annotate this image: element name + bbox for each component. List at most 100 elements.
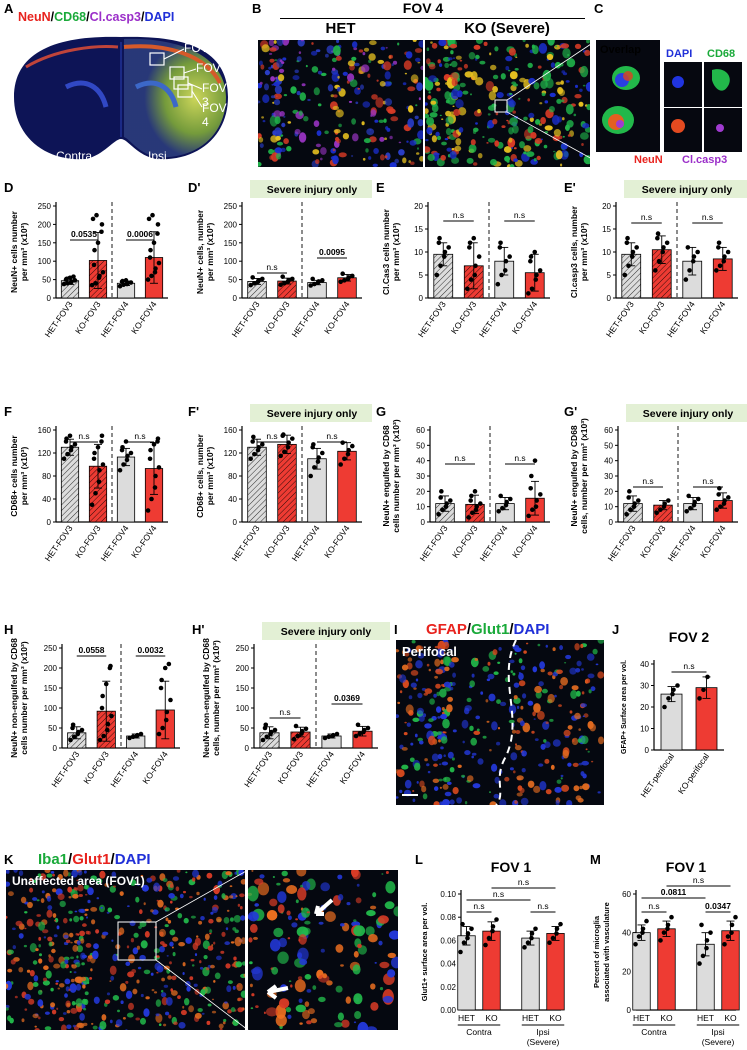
cell-mark [273, 99, 281, 106]
bar [660, 693, 683, 751]
panel-letter-a: A [4, 1, 14, 16]
cell-mark [90, 875, 97, 881]
data-point [164, 709, 170, 715]
cell-mark [315, 143, 321, 148]
x-tick-label: KO [660, 1013, 673, 1023]
cell-mark [473, 127, 479, 132]
cell-mark [113, 885, 116, 888]
cell-mark [234, 929, 239, 933]
cell-mark [192, 877, 196, 882]
cell-mark [562, 749, 569, 759]
cell-mark [232, 985, 236, 990]
y-tick-label: 0 [233, 518, 238, 527]
cell-mark [73, 887, 77, 891]
cell-mark [218, 1023, 224, 1029]
cell-mark [550, 764, 555, 770]
cell-mark [556, 98, 562, 104]
data-point [93, 490, 98, 496]
x-tick-label: KO [724, 1013, 737, 1023]
cell-mark [394, 158, 399, 164]
cell-mark [523, 650, 527, 654]
data-point [704, 945, 709, 951]
cell-mark [580, 643, 584, 649]
cell-mark [32, 897, 38, 901]
cell-mark [287, 121, 292, 124]
cell-mark [128, 954, 135, 964]
y-tick-label: 60 [604, 426, 613, 435]
y-tick-label: 250 [44, 644, 58, 653]
cell-mark [126, 945, 130, 949]
cell-mark [294, 69, 299, 74]
data-point [120, 444, 125, 450]
cell-mark [451, 78, 458, 87]
data-point [503, 258, 509, 264]
cell-mark [431, 753, 439, 762]
cell-mark [497, 727, 501, 730]
data-point [704, 938, 710, 943]
cell-mark [559, 62, 564, 67]
data-point [158, 685, 164, 691]
cell-mark [519, 141, 525, 149]
cell-mark [139, 909, 143, 915]
data-point [665, 922, 671, 928]
cell-mark [494, 140, 500, 147]
cell-mark [110, 975, 115, 981]
cell-mark [443, 641, 450, 650]
x-tick-label: KO-FOV3 [450, 523, 480, 560]
cell-mark [80, 952, 86, 960]
cell-mark [305, 64, 308, 68]
cell-mark [295, 1004, 306, 1013]
cell-mark [55, 980, 59, 983]
cell-mark [438, 763, 442, 766]
cell-mark [528, 112, 535, 119]
data-point [127, 735, 132, 741]
cell-mark [183, 890, 186, 894]
cell-mark [158, 1023, 162, 1026]
data-point [101, 733, 106, 739]
cell-mark [466, 697, 472, 703]
cell-mark [63, 870, 69, 877]
cell-mark [407, 118, 415, 128]
data-point [71, 274, 76, 279]
cell-mark [161, 977, 166, 982]
data-point [495, 281, 501, 287]
group-label: Ipsi [536, 1027, 549, 1037]
cell-mark [509, 659, 515, 664]
cell-mark [486, 720, 490, 723]
cell-mark [337, 1012, 344, 1021]
cell-mark [275, 1014, 287, 1027]
data-point [357, 731, 363, 736]
cell-mark [78, 908, 85, 913]
bar-hatch [61, 447, 79, 522]
banner-label: Severe injury only [281, 626, 372, 638]
cell-mark [277, 891, 287, 903]
cell-mark [352, 133, 359, 142]
data-point [547, 940, 552, 946]
data-point [281, 432, 286, 437]
banner-label: Severe injury only [267, 184, 358, 196]
zoom-lines-k [117, 870, 334, 1030]
data-point [504, 499, 509, 505]
data-point [533, 504, 539, 509]
data-point [315, 459, 321, 464]
cell-mark [48, 941, 53, 947]
cell-mark [403, 732, 408, 736]
cell-mark [296, 90, 301, 96]
cell-mark [573, 113, 577, 117]
data-point [342, 456, 347, 462]
cell-mark [410, 682, 417, 688]
data-point [699, 922, 704, 928]
cell-mark [299, 959, 308, 966]
cell-mark [32, 879, 37, 883]
cell-mark [185, 937, 192, 944]
cell-mark [556, 116, 563, 123]
cell-mark [586, 40, 590, 44]
contra-label: Contra [56, 149, 93, 163]
cell-mark [38, 944, 41, 948]
cell-mark [274, 127, 282, 138]
cell-mark [362, 52, 366, 56]
banner-label: Severe injury only [643, 408, 734, 420]
cell-mark [237, 903, 241, 907]
y-tick-label: 0 [421, 518, 426, 527]
